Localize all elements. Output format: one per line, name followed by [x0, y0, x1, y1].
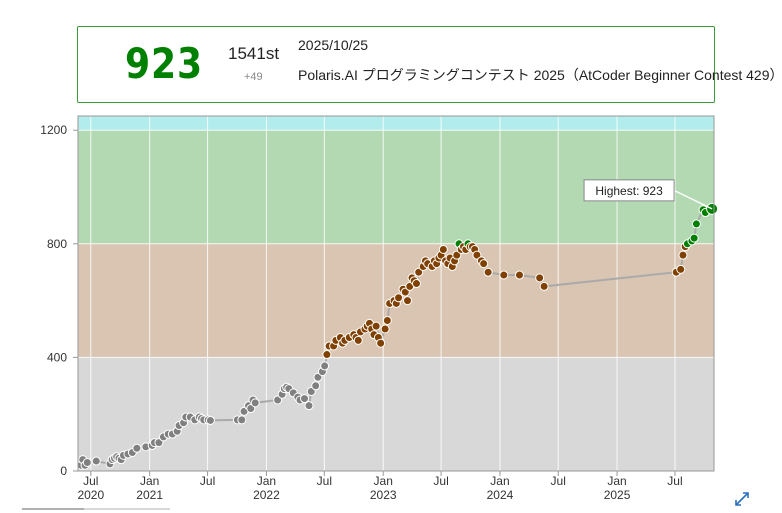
y-tick-label: 800	[47, 237, 67, 251]
x-tick-year: 2023	[370, 488, 397, 502]
rating-point[interactable]	[411, 279, 421, 289]
rating-point[interactable]	[394, 293, 404, 303]
x-tick-label: Jan	[490, 474, 509, 488]
scroll-track[interactable]	[22, 508, 170, 510]
rating-point[interactable]	[300, 394, 310, 404]
contest-result-card: 923 1541st +49 2025/10/25 Polaris.AI プログ…	[77, 26, 782, 103]
x-tick-label: Jul	[433, 474, 448, 488]
highest-annotation-label: Highest: 923	[595, 184, 663, 198]
x-tick-label: Jul	[83, 474, 98, 488]
rating-point[interactable]	[499, 270, 509, 280]
rating-point[interactable]	[311, 381, 321, 391]
x-tick-year: 2022	[253, 488, 280, 502]
x-tick-label: Jul	[551, 474, 566, 488]
rating-point[interactable]	[676, 264, 686, 274]
rating-point[interactable]	[514, 270, 524, 280]
rating-point[interactable]	[483, 267, 493, 277]
y-tick-label: 400	[47, 350, 67, 364]
rating-point[interactable]	[479, 259, 489, 269]
rating-point[interactable]	[380, 324, 390, 334]
rating-point[interactable]	[237, 415, 247, 425]
x-tick-label: Jan	[140, 474, 159, 488]
rating-point[interactable]	[132, 443, 142, 453]
rating-point[interactable]	[438, 244, 448, 254]
rating-point[interactable]	[678, 250, 688, 260]
rating-point[interactable]	[689, 233, 699, 243]
rating-point[interactable]	[539, 281, 549, 291]
rating-point[interactable]	[82, 457, 92, 467]
contest-date: 2025/10/25	[298, 37, 369, 53]
x-tick-label: Jul	[200, 474, 215, 488]
rating-point[interactable]	[322, 350, 332, 360]
y-tick-label: 1200	[40, 123, 67, 137]
rating-point[interactable]	[250, 398, 260, 408]
contest-name: Polaris.AI プログラミングコンテスト 2025（AtCoder Beg…	[298, 67, 782, 83]
rating-band-0	[78, 357, 714, 471]
rating-point[interactable]	[353, 335, 363, 345]
rating-point[interactable]	[382, 315, 392, 325]
y-tick-label: 0	[60, 464, 67, 478]
rating-point[interactable]	[320, 361, 330, 371]
annotation-leader	[673, 189, 713, 210]
rating-point[interactable]	[205, 415, 215, 425]
x-tick-label: Jan	[257, 474, 276, 488]
rating-point[interactable]	[91, 456, 101, 466]
rating-point[interactable]	[371, 321, 381, 331]
scroll-thumb[interactable]	[22, 508, 84, 510]
x-tick-year: 2020	[77, 488, 104, 502]
rating-point[interactable]	[376, 338, 386, 348]
rank-place: 1541st	[228, 44, 280, 63]
rating-delta: +49	[244, 71, 263, 83]
rating-value: 923	[125, 39, 203, 88]
plot-frame	[77, 115, 715, 472]
expand-icon[interactable]	[734, 491, 750, 507]
x-tick-label: Jul	[317, 474, 332, 488]
rating-point[interactable]	[691, 219, 701, 229]
rating-band-3	[78, 116, 714, 131]
rating-point[interactable]	[403, 296, 413, 306]
x-tick-label: Jan	[607, 474, 626, 488]
x-tick-year: 2025	[604, 488, 631, 502]
x-tick-year: 2021	[136, 488, 163, 502]
annotation-box	[583, 179, 675, 202]
rating-point[interactable]	[304, 401, 314, 411]
rating-point[interactable]	[535, 273, 545, 283]
x-tick-label: Jul	[667, 474, 682, 488]
x-tick-label: Jan	[374, 474, 393, 488]
x-tick-year: 2024	[487, 488, 514, 502]
